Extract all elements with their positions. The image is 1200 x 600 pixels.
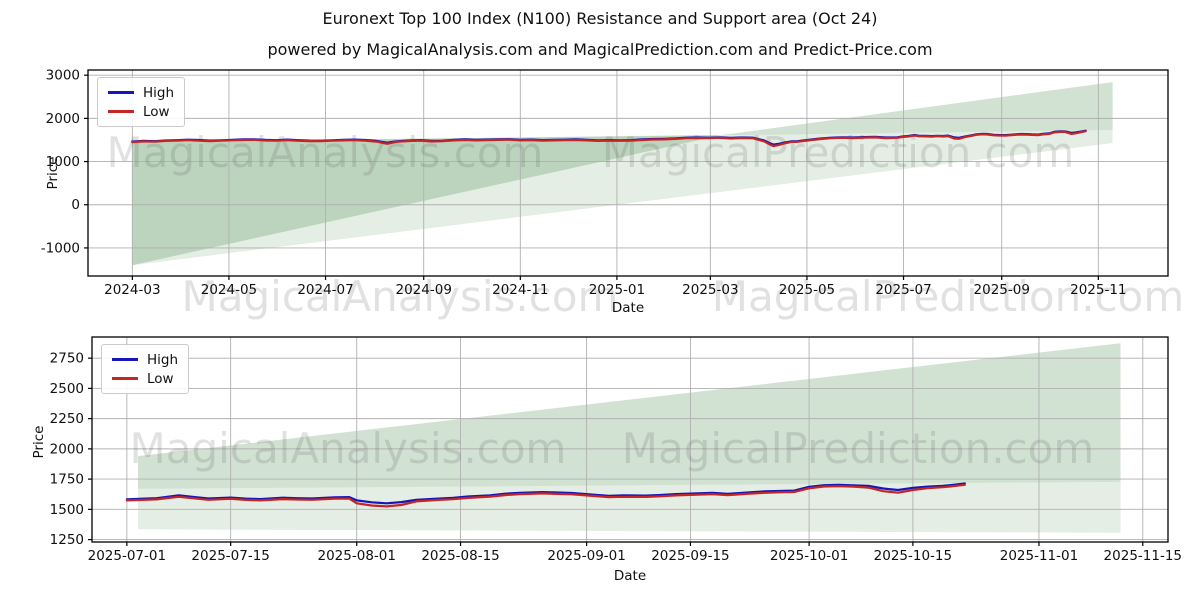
watermark-text: MagicalPrediction.com (622, 424, 1095, 473)
y-tick-label: 1250 (50, 532, 84, 548)
bottom-chart-xlabel: Date (613, 568, 647, 584)
x-tick-label: 2025-11 (1070, 282, 1126, 298)
x-tick-label: 2024-07 (297, 282, 353, 298)
legend-item-low: Low (112, 369, 178, 388)
y-tick-label: 2000 (46, 111, 80, 127)
watermark-text: MagicalAnalysis.com (130, 424, 567, 473)
y-tick-label: 3000 (46, 68, 80, 84)
bottom-chart-ylabel: Price (31, 425, 47, 459)
full-history-chart-axes: 2024-03 2024-05 2024-07 2024-09 2024-11 2025-… (41, 68, 1169, 298)
support-area-polygon (132, 130, 1113, 266)
watermark-text: MagicalAnalysis.com (182, 272, 619, 321)
y-tick-label: 2000 (50, 441, 84, 457)
x-tick-label: 2025-09-01 (547, 548, 625, 564)
y-tick-label: 2750 (50, 351, 84, 367)
x-tick-label: 2025-08-15 (421, 548, 499, 564)
low-line (125, 483, 966, 508)
legend-item-high: High (108, 83, 174, 102)
x-tick-label: 2025-03 (682, 282, 738, 298)
recent-detail-chart-grid (92, 337, 1168, 542)
y-tick-label: 0 (71, 197, 80, 213)
y-tick-label: 1500 (50, 502, 84, 518)
top-chart-ylabel: Price (45, 156, 61, 190)
x-tick-label: 2024-05 (201, 282, 257, 298)
y-tick-label: -1000 (41, 240, 80, 256)
x-tick-label: 2024-09 (396, 282, 452, 298)
full-history-chart-bands (132, 82, 1113, 266)
full-history-chart-series (131, 129, 1087, 148)
x-tick-label: 2025-08-01 (318, 548, 396, 564)
legend-item-low: Low (108, 102, 174, 121)
y-tick-label: 1750 (50, 472, 84, 488)
y-tick-label: 2250 (50, 411, 84, 427)
x-tick-label: 2025-07 (875, 282, 931, 298)
top-chart-legend: High Low (97, 77, 186, 127)
x-tick-label: 2024-11 (492, 282, 548, 298)
x-tick-label: 2025-07-15 (191, 548, 269, 564)
x-tick-label: 2025-10-01 (770, 548, 848, 564)
resistance-area-polygon (138, 343, 1121, 489)
low-line-swatch (108, 110, 134, 113)
legend-item-high: High (112, 350, 178, 369)
full-history-chart-grid (88, 70, 1168, 276)
bottom-chart-legend: High Low (101, 344, 190, 394)
x-tick-label: 2025-05 (779, 282, 835, 298)
x-tick-label: 2025-01 (589, 282, 645, 298)
legend-label: High (143, 84, 175, 101)
x-tick-label: 2025-10-15 (874, 548, 952, 564)
recent-detail-chart-series (125, 482, 966, 508)
y-tick-label: 1000 (46, 154, 80, 170)
high-line-swatch (112, 358, 138, 361)
resistance-wedge-polygon (721, 82, 1113, 136)
low-line-swatch (112, 377, 138, 380)
x-tick-label: 2025-09 (974, 282, 1030, 298)
y-tick-label: 2500 (50, 381, 84, 397)
x-tick-label: 2025-09-15 (651, 548, 729, 564)
overlap-area-polygon (132, 135, 722, 266)
figure-subtitle: powered by MagicalAnalysis.com and Magic… (267, 40, 933, 59)
watermark-text: MagicalAnalysis.com (107, 128, 544, 177)
x-tick-label: 2025-11-15 (1104, 548, 1182, 564)
high-line (125, 482, 966, 505)
watermark-text: MagicalPrediction.com (712, 272, 1185, 321)
legend-label: Low (143, 103, 170, 120)
recent-detail-chart-bands (138, 343, 1121, 533)
high-line-swatch (108, 91, 134, 94)
x-tick-label: 2025-11-01 (1000, 548, 1078, 564)
legend-label: High (147, 351, 179, 368)
figure-title: Euronext Top 100 Index (N100) Resistance… (322, 9, 878, 28)
legend-label: Low (147, 370, 174, 387)
x-tick-label: 2024-03 (104, 282, 160, 298)
top-chart-xlabel: Date (611, 300, 645, 316)
low-line (131, 130, 1087, 148)
recent-detail-chart-axes: 2025-07-01 2025-07-15 2025-08-01 2025-08-15… (50, 336, 1182, 564)
x-tick-label: 2025-07-01 (88, 548, 166, 564)
support-area-polygon (138, 481, 1121, 533)
